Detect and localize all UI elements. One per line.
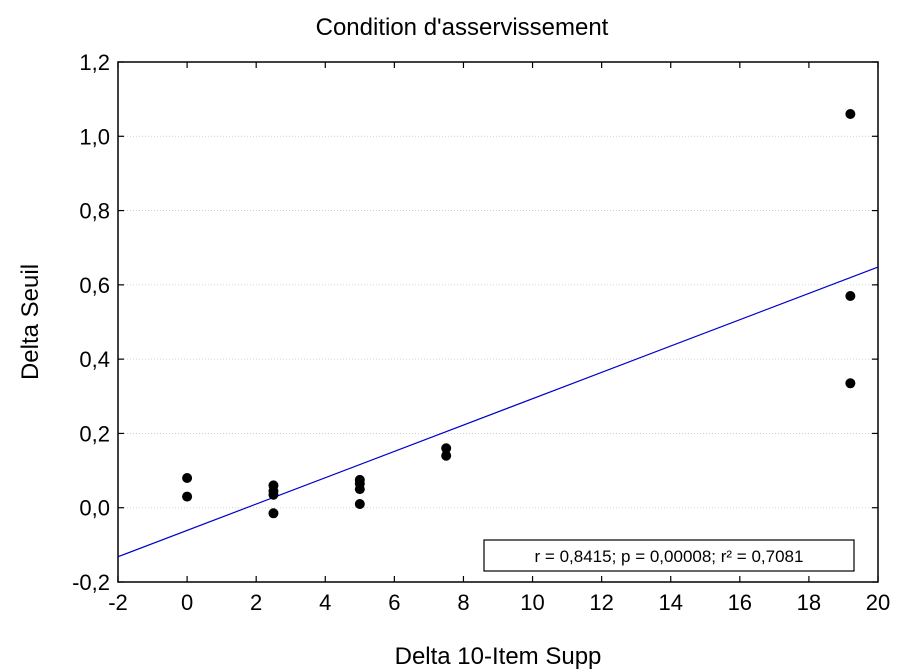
y-tick-label: 0,4 [79, 347, 110, 372]
y-tick-label: 0,6 [79, 273, 110, 298]
data-points [182, 109, 856, 519]
x-tick-label: 4 [319, 590, 331, 615]
y-tick-label: 1,2 [79, 50, 110, 75]
stats-annotation: r = 0,8415; p = 0,00008; r² = 0,7081 [483, 539, 855, 572]
data-point [845, 291, 856, 301]
data-point [441, 450, 452, 461]
x-tick-label: 8 [457, 590, 469, 615]
data-point [845, 378, 856, 389]
x-tick-label: 16 [728, 590, 752, 615]
y-tick-label: 0,8 [79, 199, 110, 224]
data-point [441, 443, 452, 454]
x-tick-label: 10 [520, 590, 544, 615]
y-tick-label: 0,2 [79, 421, 110, 446]
data-point [845, 109, 856, 119]
data-point [354, 499, 365, 509]
y-tick-label: 1,0 [79, 124, 110, 149]
x-tick-label: 6 [388, 590, 400, 615]
regression-line-group [117, 266, 879, 558]
y-tick-label: -0,2 [72, 570, 110, 595]
stats-annotation-box [483, 539, 855, 572]
x-axis-title: Delta 10-Item Supp [395, 643, 602, 670]
x-tick-label: 0 [181, 590, 193, 615]
x-tick-label: 2 [250, 590, 262, 615]
x-tick-label: 20 [866, 590, 890, 615]
axis-ticks: -2 0 2 4 6 8 10 12 14 16 18 20 -0,2 0,0 0,2 0,4 0,6 0,8 1,… [72, 50, 890, 615]
data-point [354, 484, 365, 495]
data-point [182, 473, 193, 483]
grid-lines [118, 135, 878, 509]
x-tick-label: 14 [658, 590, 682, 615]
x-tick-label: 12 [589, 590, 613, 615]
stats-annotation-text: r = 0,8415; p = 0,00008; r² = 0,7081 [535, 547, 804, 566]
x-tick-label: 18 [797, 590, 821, 615]
data-point [268, 489, 279, 500]
data-point [182, 491, 193, 502]
y-axis-title: Delta Seuil [17, 264, 44, 380]
chart-title: Condition d'asservissement [316, 14, 609, 41]
y-tick-label: 0,0 [79, 496, 110, 521]
plot-area-frame [117, 61, 879, 583]
data-point [268, 508, 279, 519]
x-tick-label: -2 [108, 590, 128, 615]
regression-line [117, 266, 879, 558]
